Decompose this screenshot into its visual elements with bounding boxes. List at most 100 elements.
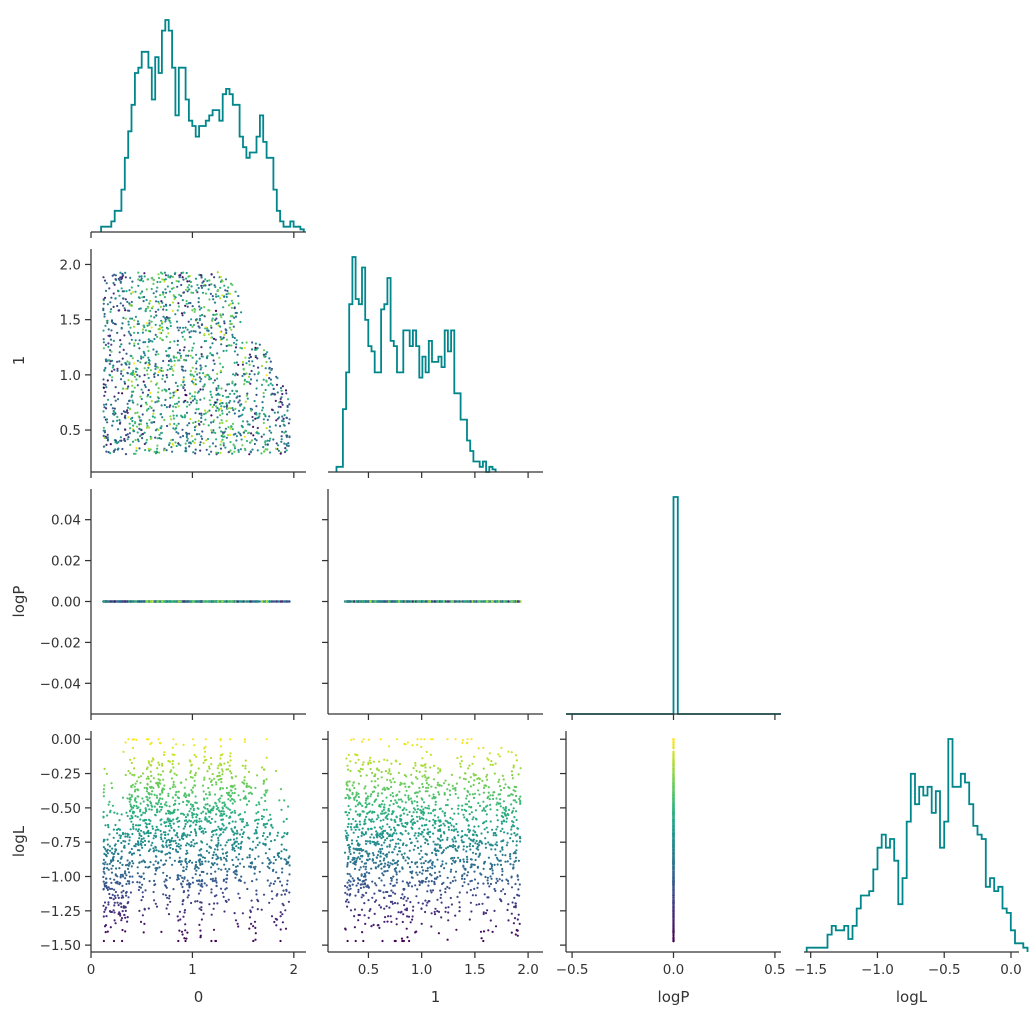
scatter-point [133, 386, 136, 389]
scatter-point [157, 374, 160, 377]
scatter-point [165, 354, 168, 357]
scatter-point [248, 353, 251, 356]
scatter-point [281, 430, 284, 433]
scatter-point [132, 440, 135, 443]
scatter-point [177, 329, 180, 332]
scatter-point [111, 412, 115, 415]
scatter-point [142, 341, 145, 344]
scatter-point [132, 371, 135, 374]
scatter-point [276, 417, 279, 420]
scatter-point [172, 356, 176, 359]
scatter-point [390, 600, 393, 603]
scatter-point [240, 424, 243, 427]
scatter-point [157, 397, 160, 400]
scatter-point [225, 436, 228, 439]
scatter-point [147, 338, 150, 341]
scatter-point [123, 334, 126, 337]
scatter-point [249, 600, 252, 603]
scatter-point [216, 406, 219, 410]
scatter-point [138, 423, 141, 426]
scatter-point [131, 600, 134, 603]
scatter-point [147, 393, 150, 396]
scatter-point [186, 286, 189, 289]
scatter-point [118, 345, 122, 348]
scatter-point [189, 397, 192, 400]
scatter-point [210, 332, 213, 335]
scatter-point [241, 444, 244, 447]
scatter-point [147, 907, 150, 910]
scatter-point [136, 373, 139, 377]
scatter-point [146, 324, 149, 327]
scatter-point [151, 825, 154, 828]
scatter-point [223, 405, 226, 408]
scatter-point [107, 803, 110, 806]
scatter-point [218, 422, 221, 425]
scatter-point [113, 411, 116, 414]
scatter-point [192, 451, 195, 454]
scatter-point [103, 416, 106, 419]
scatter-point [191, 395, 194, 398]
scatter-point [233, 450, 236, 453]
scatter-point [243, 407, 246, 410]
scatter-point [128, 361, 131, 364]
scatter-point [283, 414, 286, 417]
scatter-point [184, 600, 187, 603]
scatter-point [227, 426, 230, 429]
scatter-point [282, 420, 285, 423]
scatter-point [238, 399, 241, 402]
scatter-point [254, 411, 258, 414]
scatter-point [165, 291, 168, 294]
scatter-point [200, 377, 203, 381]
scatter-point [209, 403, 212, 406]
scatter-point [106, 319, 109, 322]
scatter-point [266, 418, 269, 421]
scatter-point [246, 420, 249, 423]
scatter-point [124, 276, 127, 279]
scatter-point [132, 390, 135, 393]
scatter-point [207, 765, 211, 768]
scatter-point [284, 389, 288, 392]
scatter-point [220, 434, 223, 438]
scatter-point [216, 377, 219, 380]
scatter-point [122, 297, 125, 300]
scatter-point [260, 364, 264, 368]
scatter-point [109, 310, 112, 313]
scatter-point [268, 357, 271, 360]
scatter-point [280, 438, 283, 441]
scatter-point [262, 412, 266, 416]
scatter-point [119, 439, 122, 442]
scatter-point [108, 354, 112, 357]
scatter-point [149, 330, 152, 333]
scatter-point [144, 362, 147, 365]
scatter-point [176, 402, 179, 405]
scatter-point [253, 442, 256, 446]
scatter-point [156, 280, 159, 284]
scatter-point [150, 400, 153, 403]
scatter-point [157, 400, 160, 403]
scatter-point [220, 409, 224, 412]
scatter-point [283, 450, 287, 454]
scatter-point [219, 362, 222, 365]
scatter-point [222, 306, 225, 309]
scatter-point [189, 280, 192, 284]
scatter-point [219, 331, 222, 334]
scatter-point [125, 600, 128, 603]
scatter-point [133, 331, 136, 334]
scatter-point [136, 431, 139, 434]
scatter-point [138, 447, 141, 450]
scatter-point [250, 439, 253, 442]
scatter-point [127, 320, 130, 323]
scatter-point [144, 341, 147, 344]
scatter-point [183, 825, 187, 828]
scatter-point [118, 360, 121, 363]
scatter-point [192, 330, 195, 333]
scatter-point [226, 383, 229, 386]
scatter-point [208, 600, 211, 603]
scatter-point [200, 346, 203, 349]
scatter-point [217, 289, 220, 292]
scatter-point [153, 375, 156, 378]
scatter-point [287, 444, 290, 447]
scatter-point [102, 341, 105, 344]
scatter-point [224, 328, 227, 331]
scatter-point [234, 346, 238, 349]
